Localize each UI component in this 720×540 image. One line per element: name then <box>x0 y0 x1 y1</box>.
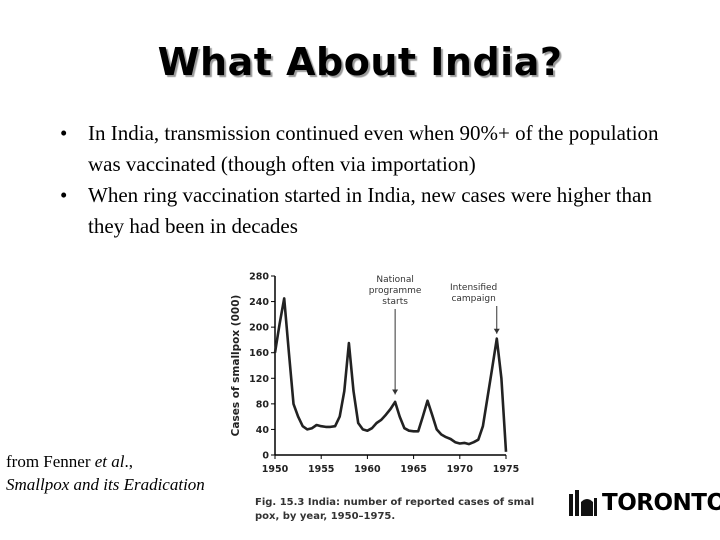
annotation-arrowhead <box>493 328 500 334</box>
x-tick-label: 1955 <box>308 464 334 475</box>
figure-caption-line2: pox, by year, 1950–1975. <box>255 511 395 522</box>
annotation-text: campaign <box>451 294 495 304</box>
figure-caption-line1: Fig. 15.3 India: number of reported case… <box>255 497 535 508</box>
slide-title: What About India? <box>157 40 563 84</box>
x-tick-label: 1950 <box>262 464 289 475</box>
y-tick-label: 240 <box>249 297 269 308</box>
bullet-text: In India, transmission continued even wh… <box>88 121 659 176</box>
y-tick-label: 160 <box>249 348 269 359</box>
y-tick-label: 80 <box>256 399 270 410</box>
chart-canvas: 0 40 80 120 160 200 240 280 1950 1955 1960 1965 197… <box>230 272 542 523</box>
y-tick-label: 120 <box>249 374 269 385</box>
bullet-item: • When ring vaccination started in India… <box>60 180 680 242</box>
x-tick-label: 1975 <box>493 464 519 475</box>
source-citation: from Fenner et al., Smallpox and its Era… <box>6 450 205 496</box>
x-tick-label: 1965 <box>400 464 426 475</box>
annotation-arrowhead <box>392 389 399 395</box>
logo-text: TORONTO <box>602 490 720 516</box>
toronto-city-hall-icon <box>569 490 597 516</box>
source-suffix: ., <box>124 452 134 471</box>
series-line <box>273 297 508 452</box>
annotation-text: Intensified <box>450 283 497 293</box>
bullet-marker: • <box>60 183 68 207</box>
y-tick-label: 280 <box>249 272 269 283</box>
source-book: Smallpox and its Eradication <box>6 475 205 494</box>
bullet-text: When ring vaccination started in India, … <box>88 183 652 238</box>
y-axis-label: Cases of smallpox (000) <box>230 295 242 437</box>
source-prefix: from Fenner <box>6 452 95 471</box>
toronto-logo: TORONTO <box>568 486 720 520</box>
source-etal: et al <box>94 452 125 471</box>
smallpox-chart: 0 40 80 120 160 200 240 280 1950 1955 1960 1965 197… <box>225 262 542 535</box>
y-tick-label: 200 <box>249 323 269 334</box>
y-tick-label: 0 <box>262 451 269 462</box>
x-tick-label: 1970 <box>447 464 474 475</box>
annotation-text: National <box>376 275 414 285</box>
bullet-list: • In India, transmission continued even … <box>60 118 680 242</box>
x-tick-label: 1960 <box>354 464 381 475</box>
bullet-item: • In India, transmission continued even … <box>60 118 680 180</box>
annotation-text: starts <box>382 297 408 307</box>
bullet-marker: • <box>60 121 68 145</box>
y-tick-label: 40 <box>256 425 270 436</box>
annotation-text: programme <box>369 286 422 296</box>
